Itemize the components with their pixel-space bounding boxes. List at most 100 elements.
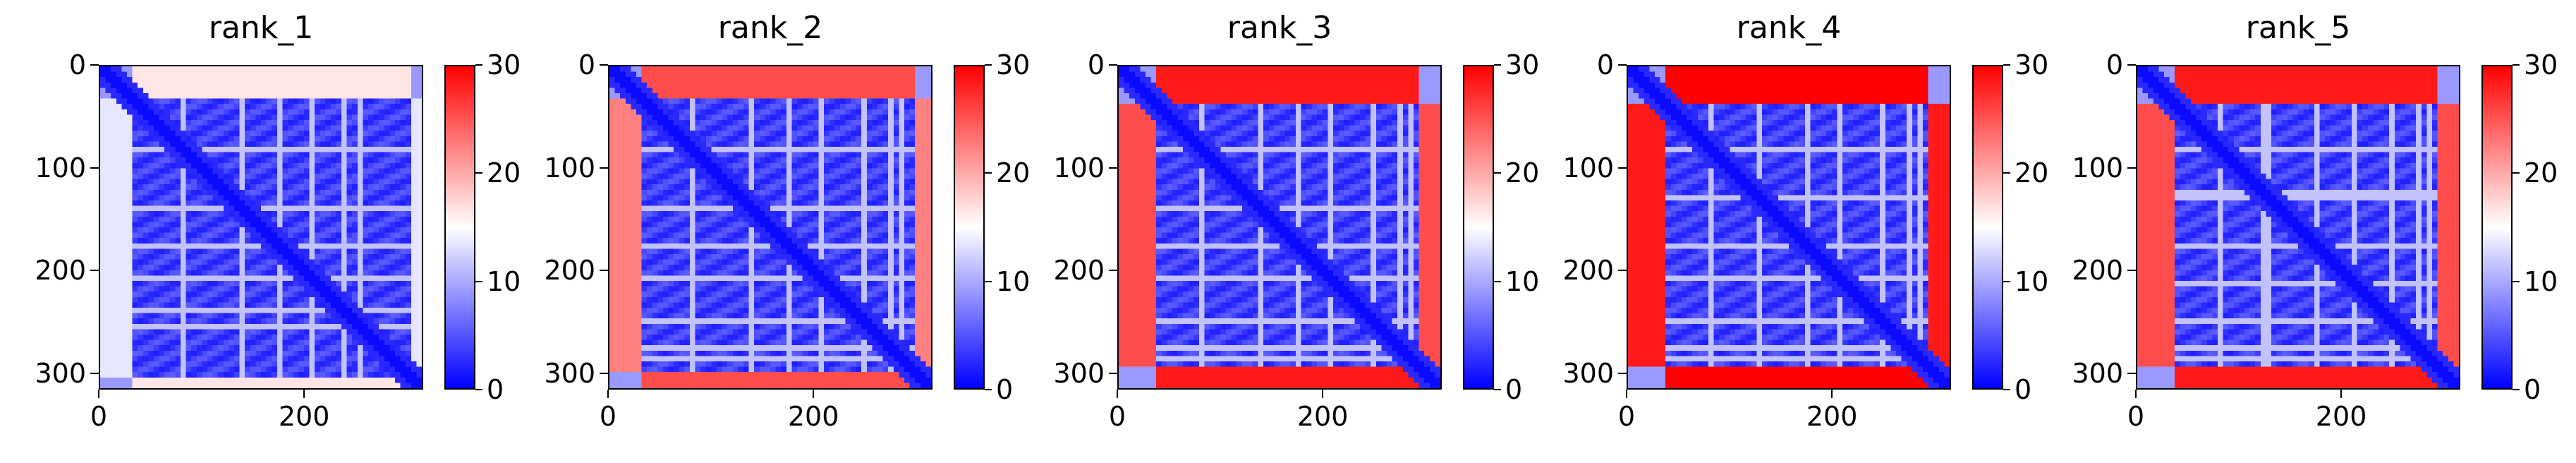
heatmap-cell <box>743 162 749 169</box>
heatmap-cell <box>330 136 336 142</box>
heatmap-cell <box>400 361 406 367</box>
heatmap-cell <box>770 125 776 131</box>
heatmap-cell <box>164 345 171 351</box>
heatmap-cell <box>191 270 198 276</box>
heatmap-cell <box>261 361 267 367</box>
heatmap-cell <box>325 71 332 78</box>
heatmap-cell <box>207 265 213 271</box>
heatmap-cell <box>234 227 240 233</box>
heatmap-cell <box>839 168 846 174</box>
heatmap-cell <box>743 136 749 142</box>
heatmap-cell <box>797 104 803 110</box>
heatmap-cell <box>657 152 664 158</box>
heatmap-cell <box>674 179 680 185</box>
heatmap-cell <box>346 243 353 249</box>
heatmap-cell <box>159 248 165 255</box>
heatmap-cell <box>352 323 358 330</box>
heatmap-cell <box>261 238 267 244</box>
heatmap-cell <box>293 82 299 88</box>
heatmap-cell <box>352 205 358 212</box>
heatmap-cell <box>845 131 851 137</box>
heatmap-cell <box>293 383 299 388</box>
heatmap-cell <box>845 168 851 174</box>
heatmap-cell <box>282 157 288 164</box>
heatmap-cell <box>154 366 159 373</box>
heatmap-cell <box>105 265 111 271</box>
heatmap-cell <box>272 179 278 185</box>
heatmap-cell <box>181 157 186 164</box>
heatmap-cell <box>829 125 835 131</box>
heatmap-cell <box>888 179 894 185</box>
heatmap-cell <box>620 174 626 179</box>
heatmap-cell <box>298 227 305 233</box>
heatmap-cell <box>915 93 921 99</box>
heatmap-cell <box>759 168 765 174</box>
heatmap-cell <box>373 259 379 265</box>
heatmap-cell <box>121 200 128 206</box>
heatmap-cell <box>614 125 621 131</box>
heatmap-cell <box>288 109 293 115</box>
heatmap-cell <box>690 168 695 174</box>
heatmap-cell <box>770 82 776 88</box>
heatmap-cell <box>395 136 401 142</box>
heatmap-cell <box>116 141 122 148</box>
heatmap-cell <box>138 335 144 340</box>
heatmap-cell <box>856 131 862 137</box>
heatmap-cell <box>223 345 229 351</box>
heatmap-cell <box>288 104 293 110</box>
heatmap-cell <box>266 195 272 201</box>
heatmap-cell <box>105 313 111 319</box>
heatmap-cell <box>636 88 642 94</box>
heatmap-cell <box>223 71 229 78</box>
heatmap-cell <box>641 98 648 104</box>
heatmap-cell <box>142 323 149 330</box>
heatmap-cell <box>357 361 363 367</box>
heatmap-cell <box>105 162 111 169</box>
heatmap-cell <box>116 232 122 239</box>
heatmap-cell <box>223 216 229 222</box>
heatmap-cell <box>298 152 305 158</box>
heatmap-cell <box>915 114 921 121</box>
heatmap-cell <box>245 356 251 362</box>
heatmap-cell <box>250 281 256 287</box>
heatmap-cell <box>212 120 219 126</box>
heatmap-cell <box>116 259 122 265</box>
heatmap-cell <box>791 93 798 99</box>
heatmap-cell <box>272 296 278 303</box>
heatmap-cell <box>839 184 846 191</box>
heatmap-cell <box>395 71 401 78</box>
heatmap-cell <box>389 232 396 239</box>
heatmap-cell <box>631 114 637 121</box>
heatmap-cell <box>406 227 412 233</box>
heatmap-cell <box>303 189 310 196</box>
heatmap-cell <box>845 141 851 148</box>
heatmap-cell <box>282 205 288 212</box>
heatmap-cell <box>159 335 165 340</box>
heatmap-cell <box>111 168 117 174</box>
heatmap-cell <box>925 114 931 121</box>
heatmap-cell <box>705 98 712 104</box>
heatmap-cell <box>748 147 755 152</box>
heatmap-cell <box>191 195 198 201</box>
heatmap-cell <box>282 109 288 115</box>
heatmap-cell <box>663 136 669 142</box>
heatmap-cell <box>915 147 921 152</box>
heatmap-cell <box>105 120 111 126</box>
heatmap-cell <box>164 302 171 308</box>
heatmap-cell <box>346 275 353 282</box>
heatmap-cell <box>315 136 320 142</box>
heatmap-cell <box>245 243 251 249</box>
heatmap-cell <box>105 345 111 351</box>
heatmap-cell <box>132 211 138 217</box>
heatmap-cell <box>732 184 739 191</box>
heatmap-cell <box>411 195 417 201</box>
heatmap-cell <box>625 104 631 110</box>
heatmap-cell <box>395 211 401 217</box>
heatmap-cell <box>346 308 353 313</box>
heatmap-cell <box>288 168 293 174</box>
heatmap-cell <box>196 77 202 83</box>
heatmap-cell <box>320 162 326 169</box>
heatmap-cell <box>341 200 347 206</box>
heatmap-cell <box>105 147 111 152</box>
heatmap-cell <box>121 104 128 110</box>
